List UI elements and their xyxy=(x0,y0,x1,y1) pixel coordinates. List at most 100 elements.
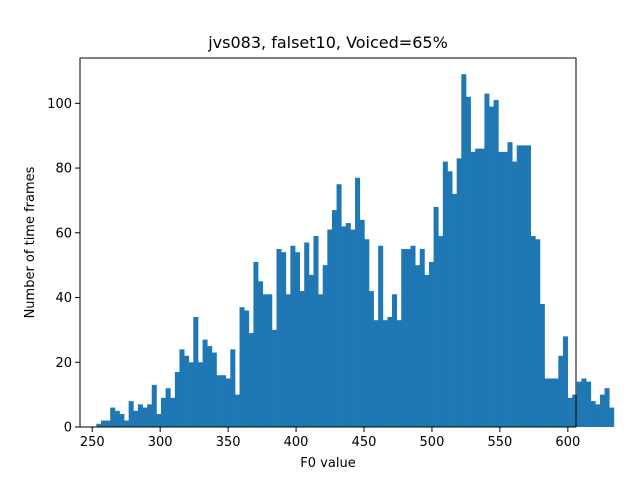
histogram-bar xyxy=(137,404,143,427)
histogram-bar xyxy=(507,142,513,427)
histogram-bar xyxy=(539,304,545,427)
histogram-bar xyxy=(248,333,254,427)
histogram-bar xyxy=(387,316,393,427)
histogram-bar xyxy=(119,414,125,427)
histogram-bar xyxy=(604,388,610,427)
plot-frame xyxy=(79,57,577,428)
histogram-bar xyxy=(525,145,532,427)
histogram-bar xyxy=(424,274,430,427)
histogram-bar xyxy=(484,93,490,428)
y-tick-label: 20 xyxy=(55,356,72,371)
histogram-bar xyxy=(225,378,231,427)
histogram-bar xyxy=(498,151,504,427)
x-tick-label: 550 xyxy=(487,435,512,450)
histogram-bar xyxy=(502,151,508,427)
histogram-bar xyxy=(285,294,291,427)
histogram-bar xyxy=(512,161,518,427)
histogram-bar xyxy=(188,362,194,427)
histogram-bar xyxy=(294,252,300,427)
histogram-bar xyxy=(549,378,555,427)
histogram-bar xyxy=(373,320,379,427)
histogram-bar xyxy=(359,219,365,427)
histogram-bar xyxy=(156,414,162,427)
histogram-bar xyxy=(184,355,190,427)
histogram-bar xyxy=(202,339,208,427)
histogram-bar xyxy=(419,248,425,427)
histogram-bar xyxy=(465,96,471,427)
histogram-bar xyxy=(364,239,370,427)
chart-title: jvs083, falset10, Voiced=65% xyxy=(207,33,448,52)
histogram-bar xyxy=(567,397,573,427)
histogram-bar xyxy=(262,294,268,427)
histogram-bar xyxy=(211,352,217,427)
histogram-bar xyxy=(461,74,467,428)
histogram-bar xyxy=(493,100,499,427)
histogram-bar xyxy=(562,336,568,427)
x-tick-label: 300 xyxy=(148,435,173,450)
histogram-bar xyxy=(239,307,245,427)
histogram-bar xyxy=(401,248,407,427)
histogram-bar xyxy=(558,355,564,427)
histogram-bar xyxy=(267,294,273,427)
histogram-bar xyxy=(521,145,527,427)
y-axis-ticks: 0 20 40 60 80 100 xyxy=(47,97,80,436)
histogram-bar xyxy=(336,184,342,427)
histogram-bar xyxy=(216,375,222,427)
histogram-bar xyxy=(276,248,282,427)
x-tick-label: 350 xyxy=(216,435,241,450)
histogram-bar xyxy=(368,291,374,427)
histogram-bar xyxy=(331,210,337,427)
histogram-bar xyxy=(304,242,310,427)
histogram-bar xyxy=(308,274,314,427)
histogram-bar xyxy=(489,106,495,428)
histogram-bar xyxy=(595,404,601,427)
histogram-bar xyxy=(271,329,277,427)
histogram-bar xyxy=(553,378,559,427)
histogram-bar xyxy=(341,226,347,427)
x-axis-label: F0 value xyxy=(300,456,355,471)
histogram-bar xyxy=(207,346,213,427)
histogram-bar xyxy=(100,420,106,427)
histogram-bar xyxy=(147,404,153,427)
histogram-bar xyxy=(197,362,203,427)
histogram-bar xyxy=(581,378,587,427)
histogram-bar xyxy=(392,294,398,427)
histogram-bar xyxy=(410,245,416,427)
histogram-bar xyxy=(299,291,305,427)
x-tick-label: 600 xyxy=(555,435,580,450)
x-tick-label: 250 xyxy=(80,435,105,450)
histogram-bar xyxy=(142,407,148,427)
histogram-bar xyxy=(258,281,264,427)
histogram-bar xyxy=(318,294,324,427)
histogram-bar xyxy=(405,248,411,427)
histogram-bar xyxy=(179,349,185,427)
histogram-bar xyxy=(165,388,171,427)
histogram-bar xyxy=(475,148,481,427)
histogram-bar xyxy=(438,236,444,427)
histogram-bar xyxy=(322,265,328,427)
x-axis-ticks: 250 300 350 400 450 500 550 600 xyxy=(80,427,580,450)
histogram-bar xyxy=(151,384,157,427)
histogram-bar xyxy=(350,229,356,427)
histogram-bar xyxy=(128,401,134,427)
histogram-bar xyxy=(382,320,388,427)
y-tick-label: 80 xyxy=(55,162,72,177)
histogram-bar xyxy=(96,423,102,427)
histogram-bar xyxy=(234,394,240,427)
histogram-bars xyxy=(96,74,615,428)
histogram-bar xyxy=(110,407,116,427)
histogram-bar xyxy=(114,410,120,427)
histogram-bar xyxy=(313,236,319,427)
histogram-bar xyxy=(456,158,462,427)
histogram-bar xyxy=(244,310,250,427)
histogram-bar xyxy=(576,381,582,427)
x-tick-label: 500 xyxy=(420,435,445,450)
histogram-bar xyxy=(530,236,536,427)
y-tick-label: 100 xyxy=(47,97,72,112)
y-tick-label: 60 xyxy=(55,226,72,241)
histogram-bar xyxy=(470,151,476,427)
histogram-bar xyxy=(586,381,592,427)
histogram-bar xyxy=(396,320,402,427)
histogram-bar xyxy=(479,148,485,427)
